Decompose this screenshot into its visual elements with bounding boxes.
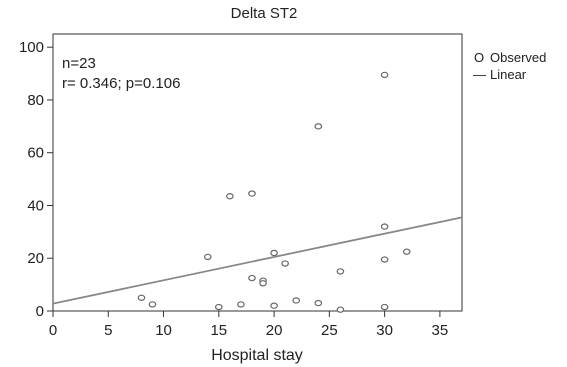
x-axis: 0 5 10 15 20 25 30 35 bbox=[49, 311, 448, 339]
legend-observed-symbol: O bbox=[474, 50, 484, 65]
y-tick-label: 20 bbox=[27, 250, 44, 267]
x-tick-label: 25 bbox=[321, 322, 338, 339]
data-point bbox=[336, 306, 345, 313]
data-point bbox=[270, 249, 278, 257]
data-point bbox=[336, 268, 345, 275]
y-tick-label: 0 bbox=[36, 303, 44, 320]
legend: O Observed — Linear bbox=[473, 50, 546, 82]
annotation-n: n=23 bbox=[62, 55, 96, 72]
data-point bbox=[248, 190, 256, 197]
x-tick-label: 10 bbox=[155, 322, 172, 339]
data-point bbox=[380, 303, 389, 311]
data-point bbox=[259, 280, 267, 287]
data-point bbox=[292, 297, 300, 304]
y-axis: 0 20 40 60 80 100 bbox=[19, 39, 53, 320]
data-point bbox=[148, 301, 157, 308]
chart-title: Delta ST2 bbox=[231, 5, 298, 22]
x-tick-label: 5 bbox=[104, 322, 112, 339]
data-point bbox=[314, 123, 323, 130]
y-tick-label: 80 bbox=[27, 92, 44, 109]
data-point bbox=[314, 299, 323, 307]
plot-frame bbox=[52, 33, 463, 312]
data-point bbox=[203, 253, 212, 261]
data-point bbox=[380, 223, 389, 230]
data-point bbox=[380, 71, 389, 79]
linear-fit-line bbox=[52, 216, 463, 305]
observed-points bbox=[137, 71, 411, 313]
data-point bbox=[270, 302, 278, 309]
x-tick-label: 15 bbox=[210, 322, 227, 339]
x-axis-label: Hospital stay bbox=[211, 347, 303, 364]
legend-linear-symbol: — bbox=[473, 67, 486, 82]
data-point bbox=[281, 260, 289, 267]
data-point bbox=[402, 248, 411, 255]
legend-linear-label: Linear bbox=[490, 67, 527, 82]
legend-observed-label: Observed bbox=[490, 50, 546, 65]
y-tick-label: 60 bbox=[27, 145, 44, 162]
x-tick-label: 30 bbox=[376, 322, 393, 339]
x-tick-label: 35 bbox=[432, 322, 449, 339]
data-point bbox=[237, 301, 245, 308]
data-point bbox=[215, 303, 223, 311]
y-tick-label: 40 bbox=[27, 197, 44, 214]
data-point bbox=[248, 274, 256, 282]
annotation-r-p: r= 0.346; p=0.106 bbox=[62, 75, 180, 92]
x-tick-label: 0 bbox=[49, 322, 57, 339]
data-point bbox=[226, 193, 234, 200]
data-point bbox=[380, 256, 389, 263]
x-tick-label: 20 bbox=[266, 322, 283, 339]
y-tick-label: 100 bbox=[19, 39, 44, 56]
data-point bbox=[137, 294, 146, 302]
